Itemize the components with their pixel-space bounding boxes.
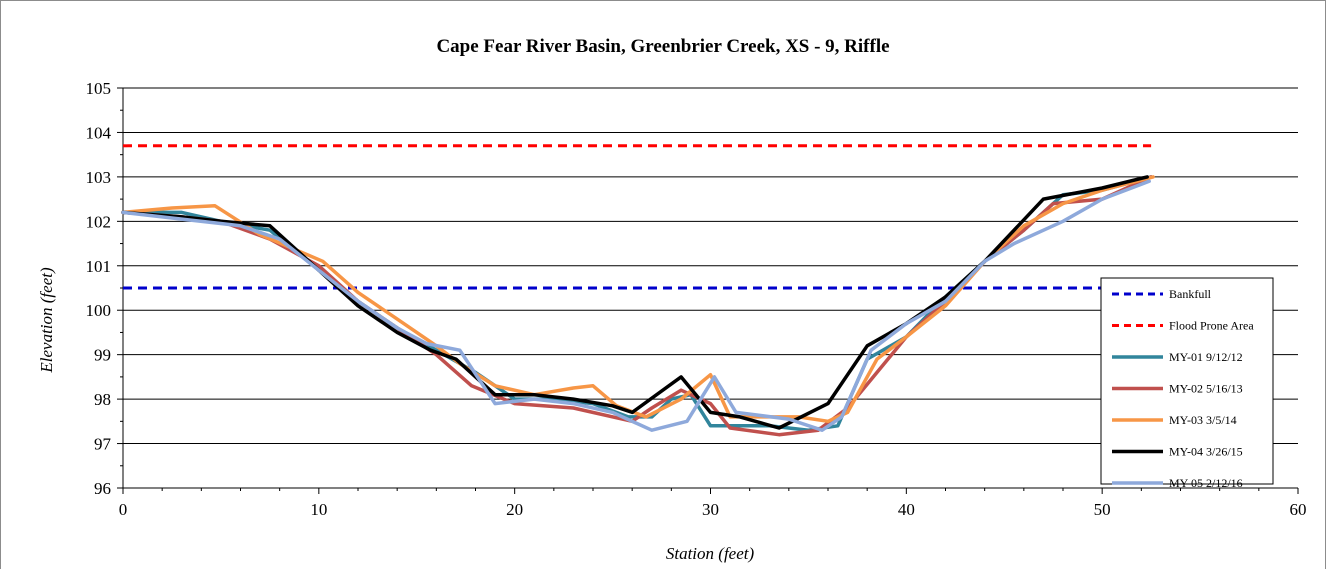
y-tick-label: 96 bbox=[94, 479, 111, 498]
legend-label: Bankfull bbox=[1169, 287, 1212, 301]
y-tick-label: 104 bbox=[86, 123, 112, 142]
x-axis-label: Station (feet) bbox=[666, 544, 755, 563]
y-tick-label: 100 bbox=[86, 301, 112, 320]
x-tick-label: 60 bbox=[1290, 500, 1307, 519]
y-tick-label: 103 bbox=[86, 168, 112, 187]
legend-label: MY-04 3/26/15 bbox=[1169, 445, 1243, 459]
x-tick-label: 10 bbox=[310, 500, 327, 519]
y-tick-label: 101 bbox=[86, 257, 112, 276]
legend-label: MY-02 5/16/13 bbox=[1169, 382, 1243, 396]
legend-label: MY-05 2/12/16 bbox=[1169, 476, 1243, 490]
x-tick-label: 40 bbox=[898, 500, 915, 519]
legend-label: MY-03 3/5/14 bbox=[1169, 413, 1237, 427]
legend-box bbox=[1100, 277, 1274, 485]
y-tick-label: 99 bbox=[94, 346, 111, 365]
y-tick-label: 102 bbox=[86, 212, 112, 231]
legend-label: MY-01 9/12/12 bbox=[1169, 350, 1243, 364]
x-tick-label: 20 bbox=[506, 500, 523, 519]
axes: 96 97 98 99 100 101 102 103 104 105 0 10 20 30 40 50 60 bbox=[86, 79, 1307, 519]
y-tick-label: 98 bbox=[94, 390, 111, 409]
legend-label: Flood Prone Area bbox=[1169, 319, 1254, 333]
series-line-4 bbox=[121, 175, 1155, 424]
legend: Bankfull Flood Prone Area MY-01 9/12/12 MY-… bbox=[1100, 277, 1274, 490]
x-tick-label: 0 bbox=[119, 500, 128, 519]
y-tick-label: 105 bbox=[86, 79, 112, 98]
chart-title: Cape Fear River Basin, Greenbrier Creek,… bbox=[436, 36, 889, 57]
x-tick-label: 30 bbox=[702, 500, 719, 519]
series-lines bbox=[121, 144, 1155, 437]
x-tick-label: 50 bbox=[1094, 500, 1111, 519]
y-tick-label: 97 bbox=[94, 435, 112, 454]
y-axis-label: Elevation (feet) bbox=[37, 267, 56, 374]
series-line-6 bbox=[121, 179, 1151, 432]
